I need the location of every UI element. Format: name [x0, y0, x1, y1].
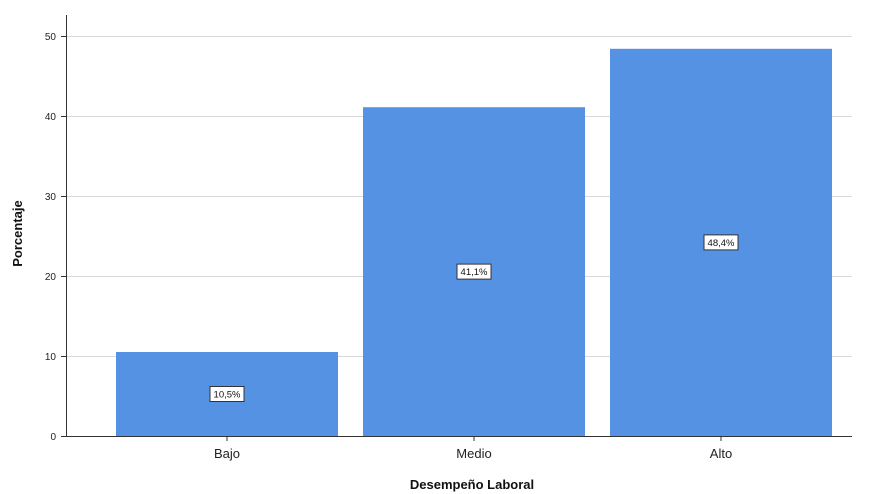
- data-label-medio: 41,1%: [456, 263, 492, 280]
- y-ticks: 0 10 20 30 40 50: [45, 32, 66, 443]
- y-tick-label-50: 50: [45, 32, 57, 43]
- data-label-text: 48,4%: [708, 238, 735, 249]
- x-axis-title: Desempeño Laboral: [410, 477, 534, 492]
- y-tick-label-40: 40: [45, 112, 57, 123]
- data-label-text: 10,5%: [214, 390, 241, 401]
- data-label-bajo: 10,5%: [209, 386, 245, 402]
- x-tick-label-bajo: Bajo: [214, 446, 240, 461]
- x-tick-label-medio: Medio: [456, 446, 491, 461]
- data-label-box: [456, 263, 492, 280]
- y-tick-label-10: 10: [45, 352, 57, 363]
- data-label-alto: 48,4%: [703, 234, 739, 251]
- x-tick-label-alto: Alto: [710, 446, 732, 461]
- data-label-box: [703, 234, 739, 251]
- y-tick-label-0: 0: [50, 432, 56, 443]
- y-axis-title: Porcentaje: [10, 200, 25, 266]
- data-label-text: 41,1%: [461, 267, 488, 278]
- data-label-box: [209, 386, 245, 402]
- data-labels: 10,5% 41,1% 48,4%: [209, 234, 739, 402]
- y-tick-label-30: 30: [45, 192, 57, 203]
- y-tick-label-20: 20: [45, 272, 57, 283]
- x-category-labels: Bajo Medio Alto: [214, 436, 732, 461]
